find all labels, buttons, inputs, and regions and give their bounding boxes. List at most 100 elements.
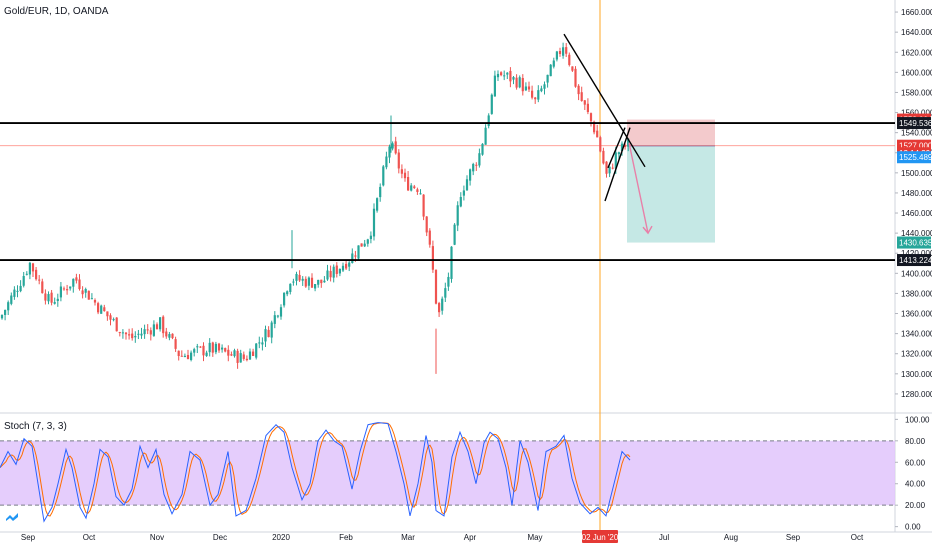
stoch-d-line[interactable] bbox=[0, 422, 631, 517]
candle-down bbox=[165, 331, 168, 337]
candle-down bbox=[413, 186, 416, 188]
candle-up bbox=[391, 143, 394, 149]
stoch-axis-label: 20.00 bbox=[905, 501, 926, 510]
price-tag[interactable] bbox=[897, 151, 931, 164]
candle-down bbox=[534, 97, 537, 100]
candle-down bbox=[75, 277, 78, 281]
time-axis-label: Mar bbox=[401, 533, 415, 542]
candle-up bbox=[168, 334, 171, 338]
candle-up bbox=[366, 239, 369, 244]
candle-down bbox=[310, 277, 314, 288]
stoch-band bbox=[0, 440, 895, 506]
stoch-axis-label: 60.00 bbox=[905, 458, 926, 467]
trend-line[interactable] bbox=[563, 33, 646, 168]
candle-up bbox=[357, 245, 360, 259]
candle-up bbox=[100, 305, 103, 314]
candle-down bbox=[568, 54, 571, 65]
candle-up bbox=[289, 283, 292, 292]
candle-up bbox=[456, 205, 459, 226]
price-tag-label: 1413.224 bbox=[899, 256, 932, 265]
price-axis-label: 1660.000 bbox=[901, 8, 932, 17]
candle-up bbox=[190, 352, 193, 360]
price-axis-label: 1580.000 bbox=[901, 88, 932, 97]
price-axis-label: 1280.000 bbox=[901, 390, 932, 399]
candle-down bbox=[394, 141, 397, 154]
candle-up bbox=[13, 289, 16, 297]
candle-down bbox=[596, 130, 599, 138]
candle-up bbox=[279, 307, 283, 317]
stoch-axis-label: 80.00 bbox=[905, 437, 926, 446]
candle-up bbox=[276, 315, 279, 317]
time-axis-highlight bbox=[582, 530, 618, 543]
price-tag[interactable] bbox=[897, 254, 931, 267]
candle-up bbox=[314, 283, 317, 289]
candle-down bbox=[224, 348, 227, 352]
candle-up bbox=[385, 156, 388, 168]
candle-up bbox=[506, 72, 509, 75]
price-pane[interactable] bbox=[0, 0, 895, 412]
candle-down bbox=[431, 246, 434, 270]
candle-up bbox=[487, 115, 490, 126]
candle-up bbox=[617, 152, 620, 155]
candle-up bbox=[137, 333, 140, 335]
candle-down bbox=[345, 263, 348, 269]
candle-up bbox=[248, 351, 252, 360]
stoch-k-line[interactable] bbox=[0, 422, 631, 523]
candle-up bbox=[484, 127, 487, 145]
stoch-axis-label: 0.00 bbox=[905, 523, 921, 532]
candle-down bbox=[611, 167, 614, 169]
price-tag[interactable] bbox=[897, 236, 931, 249]
candle-up bbox=[469, 169, 472, 181]
candle-up bbox=[450, 246, 453, 279]
candle-up bbox=[59, 286, 62, 298]
candle-up bbox=[620, 143, 624, 151]
candle-up bbox=[478, 153, 481, 166]
candle-up bbox=[540, 88, 543, 92]
candle-up bbox=[518, 77, 521, 88]
candle-down bbox=[425, 216, 428, 233]
candle-up bbox=[255, 343, 258, 358]
candle-down bbox=[199, 346, 202, 348]
candle-down bbox=[44, 293, 47, 301]
candle-down bbox=[109, 315, 112, 320]
price-tag[interactable] bbox=[897, 117, 931, 130]
candle-up bbox=[490, 94, 493, 114]
time-axis-label: Jul bbox=[659, 533, 669, 542]
candle-up bbox=[453, 224, 456, 245]
candle-down bbox=[202, 345, 205, 356]
candle-up bbox=[338, 268, 341, 274]
indicator-title[interactable]: Stoch (7, 3, 3) bbox=[4, 421, 67, 432]
candle-up bbox=[140, 333, 143, 336]
candle-up bbox=[410, 185, 413, 191]
candle-down bbox=[146, 329, 149, 331]
price-tag-label: 1527.000 bbox=[899, 142, 932, 151]
time-axis-label: Dec bbox=[213, 533, 227, 542]
candle-down bbox=[149, 330, 152, 335]
candle-up bbox=[239, 353, 242, 363]
trend-line[interactable] bbox=[607, 127, 626, 169]
candle-down bbox=[400, 169, 403, 174]
candle-down bbox=[475, 164, 478, 166]
price-axis-label: 1620.000 bbox=[901, 48, 932, 57]
candle-up bbox=[205, 352, 208, 356]
candle-down bbox=[403, 172, 407, 179]
candle-up bbox=[351, 253, 354, 263]
time-axis-label: Aug bbox=[724, 533, 738, 542]
candle-down bbox=[428, 230, 431, 245]
candle-up bbox=[555, 51, 558, 60]
candle-up bbox=[441, 298, 444, 311]
candle-down bbox=[38, 279, 41, 281]
candle-up bbox=[53, 302, 56, 304]
tradingview-logo-icon[interactable] bbox=[4, 509, 20, 525]
symbol-title[interactable]: Gold/EUR, 1D, OANDA bbox=[4, 6, 109, 17]
candle-down bbox=[624, 144, 627, 148]
candle-down bbox=[211, 342, 214, 353]
candle-up bbox=[462, 190, 465, 196]
projection-arrow[interactable] bbox=[628, 142, 649, 234]
candle-up bbox=[562, 47, 565, 56]
candle-up bbox=[326, 270, 329, 280]
candle-up bbox=[419, 193, 422, 195]
price-axis-label: 1480.000 bbox=[901, 189, 932, 198]
trend-line[interactable] bbox=[604, 127, 631, 202]
